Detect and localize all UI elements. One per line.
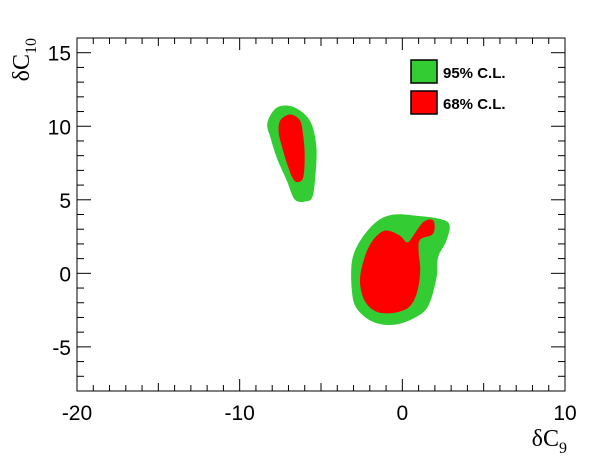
y-tick-label: 0	[59, 263, 71, 286]
tick-labels: -20 -10 0 10 -5 0 5 10 15	[48, 43, 577, 425]
legend-swatch-68	[410, 90, 438, 115]
region-68cl-1	[278, 114, 305, 183]
confidence-regions	[267, 105, 450, 326]
x-axis-title-main: δC	[532, 426, 559, 452]
region-68cl-2	[359, 219, 435, 314]
x-tick-label: -10	[224, 402, 254, 425]
y-axis-title: δC10	[9, 38, 40, 81]
y-tick-label: 10	[48, 116, 71, 139]
y-tick-label: 15	[48, 43, 71, 66]
x-tick-label: 0	[396, 402, 408, 425]
x-axis-title: δC9	[532, 426, 567, 457]
x-axis-title-sub: 9	[559, 440, 567, 457]
legend-swatch-95	[410, 59, 438, 84]
legend: 95% C.L. 68% C.L.	[410, 59, 506, 115]
axis-ticks	[76, 37, 566, 392]
x-tick-label: -20	[62, 402, 92, 425]
y-tick-label: 5	[59, 190, 71, 213]
legend-label-68: 68% C.L.	[443, 96, 506, 113]
legend-label-95: 95% C.L.	[443, 65, 506, 82]
plot-frame	[76, 37, 566, 392]
y-axis-title-sub: 10	[23, 38, 40, 54]
y-axis-title-main: δC	[9, 54, 35, 81]
y-tick-label: -5	[52, 337, 71, 360]
x-tick-label: 10	[553, 402, 576, 425]
